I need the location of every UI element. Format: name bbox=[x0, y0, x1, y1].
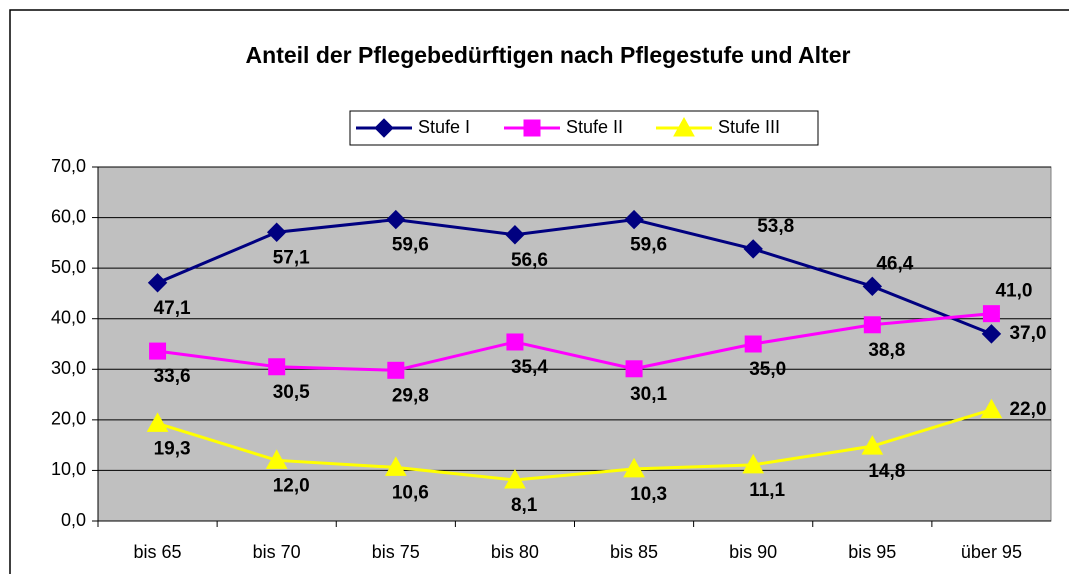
marker bbox=[504, 469, 526, 489]
data-label: 33,6 bbox=[154, 366, 191, 387]
legend-label: Stufe II bbox=[566, 117, 623, 137]
data-label: 22,0 bbox=[1009, 399, 1046, 420]
data-label: 53,8 bbox=[757, 216, 794, 237]
marker bbox=[147, 273, 168, 293]
series-line bbox=[157, 408, 992, 482]
data-label: 11,1 bbox=[749, 480, 785, 501]
marker bbox=[862, 276, 883, 297]
data-label: 14,8 bbox=[868, 461, 905, 482]
marker bbox=[149, 342, 167, 360]
marker bbox=[673, 116, 695, 137]
series-line bbox=[156, 218, 992, 336]
data-label: 35,4 bbox=[511, 357, 548, 378]
y-tick-label: 60,0 bbox=[51, 206, 86, 226]
legend-label: Stufe I bbox=[418, 117, 470, 137]
x-tick-label: bis 95 bbox=[848, 542, 896, 562]
marker bbox=[861, 435, 884, 455]
data-label: 12,0 bbox=[273, 475, 310, 496]
data-label: 10,3 bbox=[630, 484, 667, 505]
marker bbox=[374, 118, 394, 138]
chart-title: Anteil der Pflegebedürftigen nach Pflege… bbox=[246, 42, 851, 68]
data-label: 59,6 bbox=[630, 235, 667, 256]
marker bbox=[505, 225, 525, 245]
marker bbox=[742, 453, 765, 474]
data-label: 30,1 bbox=[630, 384, 667, 405]
marker bbox=[268, 358, 286, 376]
data-label: 29,8 bbox=[392, 385, 429, 406]
marker bbox=[624, 209, 644, 230]
marker bbox=[523, 119, 541, 137]
data-label: 35,0 bbox=[749, 359, 786, 380]
data-label: 30,5 bbox=[273, 382, 310, 403]
series-line bbox=[157, 312, 992, 372]
marker bbox=[980, 398, 1003, 419]
data-label: 10,6 bbox=[392, 482, 429, 503]
x-tick-label: bis 80 bbox=[491, 542, 539, 562]
x-tick-label: bis 75 bbox=[372, 542, 420, 562]
marker bbox=[384, 456, 407, 476]
marker bbox=[744, 335, 762, 353]
y-tick-label: 0,0 bbox=[61, 510, 86, 530]
x-tick-label: bis 70 bbox=[253, 542, 301, 562]
marker bbox=[623, 457, 645, 478]
x-tick-label: bis 85 bbox=[610, 542, 658, 562]
data-label: 47,1 bbox=[154, 298, 191, 319]
y-tick-label: 70,0 bbox=[51, 156, 86, 176]
x-tick-label: über 95 bbox=[961, 542, 1022, 562]
marker bbox=[386, 209, 406, 230]
marker bbox=[743, 239, 763, 259]
data-label: 8,1 bbox=[511, 495, 538, 516]
y-tick-label: 10,0 bbox=[51, 459, 86, 479]
marker bbox=[863, 316, 881, 334]
data-label: 19,3 bbox=[154, 438, 191, 459]
plot-area bbox=[97, 166, 1052, 522]
data-label: 46,4 bbox=[876, 253, 913, 274]
y-tick-label: 30,0 bbox=[51, 358, 86, 378]
marker bbox=[625, 360, 643, 378]
legend-box bbox=[349, 110, 819, 146]
data-label: 57,1 bbox=[273, 247, 310, 268]
x-tick-label: bis 65 bbox=[134, 542, 182, 562]
x-tick-label: bis 90 bbox=[729, 542, 777, 562]
marker bbox=[981, 324, 1002, 344]
marker bbox=[387, 361, 405, 379]
y-tick-label: 40,0 bbox=[51, 307, 86, 327]
data-label: 38,8 bbox=[868, 340, 905, 361]
marker bbox=[146, 412, 169, 432]
data-label: 41,0 bbox=[995, 281, 1032, 302]
y-tick-label: 50,0 bbox=[51, 257, 86, 277]
data-label: 56,6 bbox=[511, 250, 548, 271]
marker bbox=[266, 222, 287, 242]
data-label: 37,0 bbox=[1009, 323, 1046, 344]
marker bbox=[982, 305, 1000, 323]
data-label: 59,6 bbox=[392, 235, 429, 256]
legend-label: Stufe III bbox=[718, 117, 780, 137]
y-tick-label: 20,0 bbox=[51, 409, 86, 429]
marker bbox=[506, 333, 524, 351]
marker bbox=[265, 449, 288, 469]
